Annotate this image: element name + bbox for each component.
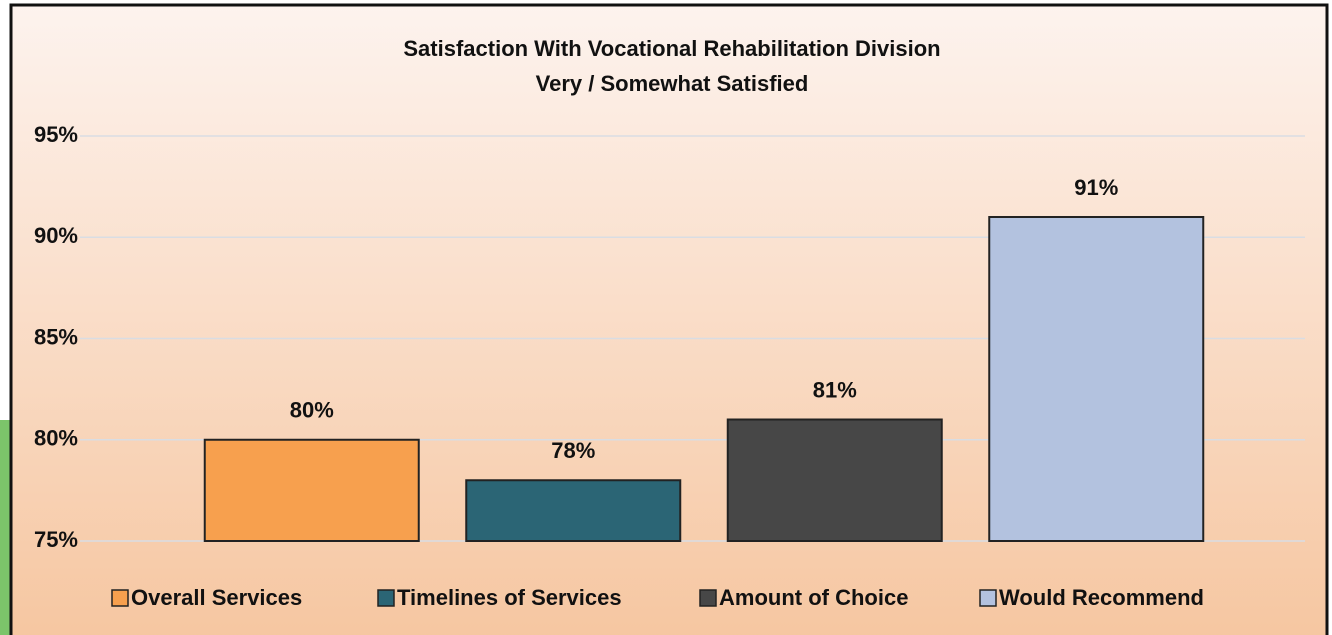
- chart-subtitle: Very / Somewhat Satisfied: [536, 71, 809, 96]
- y-tick-label: 95%: [34, 122, 78, 147]
- legend-swatch: [979, 589, 997, 607]
- value-label: 81%: [813, 377, 857, 402]
- value-label: 80%: [290, 398, 334, 423]
- y-tick-label: 80%: [34, 426, 78, 451]
- bar: [988, 216, 1205, 542]
- value-label: 78%: [551, 438, 595, 463]
- bar: [726, 418, 943, 542]
- legend-label: Amount of Choice: [719, 585, 908, 610]
- y-tick-label: 85%: [34, 324, 78, 349]
- legend-swatch: [111, 589, 129, 607]
- legend-label: Would Recommend: [999, 585, 1204, 610]
- side-strip: [0, 420, 12, 635]
- value-label: 91%: [1074, 175, 1118, 200]
- y-tick-label: 75%: [34, 527, 78, 552]
- legend-label: Timelines of Services: [397, 585, 622, 610]
- legend-swatch: [699, 589, 717, 607]
- bar: [465, 479, 682, 542]
- legend-swatch: [377, 589, 395, 607]
- y-tick-label: 90%: [34, 223, 78, 248]
- bar: [203, 438, 420, 542]
- chart-title: Satisfaction With Vocational Rehabilitat…: [403, 36, 940, 61]
- legend-label: Overall Services: [131, 585, 302, 610]
